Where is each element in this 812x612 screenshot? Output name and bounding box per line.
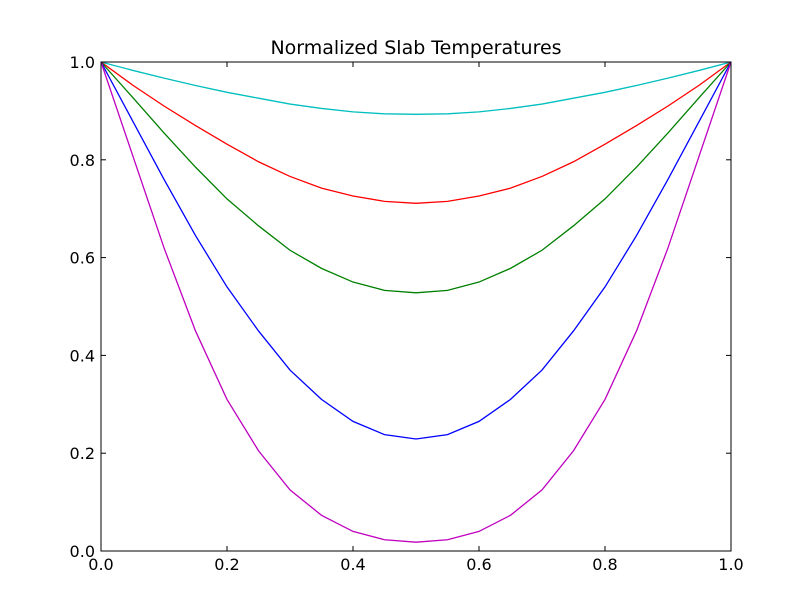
y-tick-label: 0.0 xyxy=(70,542,95,561)
y-tick-label: 0.8 xyxy=(70,151,95,170)
chart-title: Normalized Slab Temperatures xyxy=(270,37,561,59)
series-line-3 xyxy=(100,61,732,294)
series-line-4 xyxy=(100,61,732,440)
x-tick-label: 0.4 xyxy=(340,555,365,574)
series-line-5 xyxy=(100,61,732,543)
series-line-1 xyxy=(100,61,732,115)
x-tick-label: 0.8 xyxy=(592,555,617,574)
x-axis: 0.0 0.2 0.4 0.6 0.8 1.0 xyxy=(88,62,744,574)
y-tick-label: 0.2 xyxy=(70,444,95,463)
series-line-2 xyxy=(100,61,732,204)
y-axis: 0.0 0.2 0.4 0.6 0.8 1.0 xyxy=(70,53,731,561)
plot-frame xyxy=(100,61,732,552)
series-layer xyxy=(100,61,732,543)
y-tick-label: 1.0 xyxy=(70,53,95,72)
y-tick-label: 0.4 xyxy=(70,346,95,365)
x-tick-label: 0.6 xyxy=(466,555,491,574)
x-tick-label: 0.2 xyxy=(214,555,239,574)
x-tick-label: 0.0 xyxy=(88,555,113,574)
x-tick-label: 1.0 xyxy=(718,555,743,574)
y-tick-label: 0.6 xyxy=(70,249,95,268)
